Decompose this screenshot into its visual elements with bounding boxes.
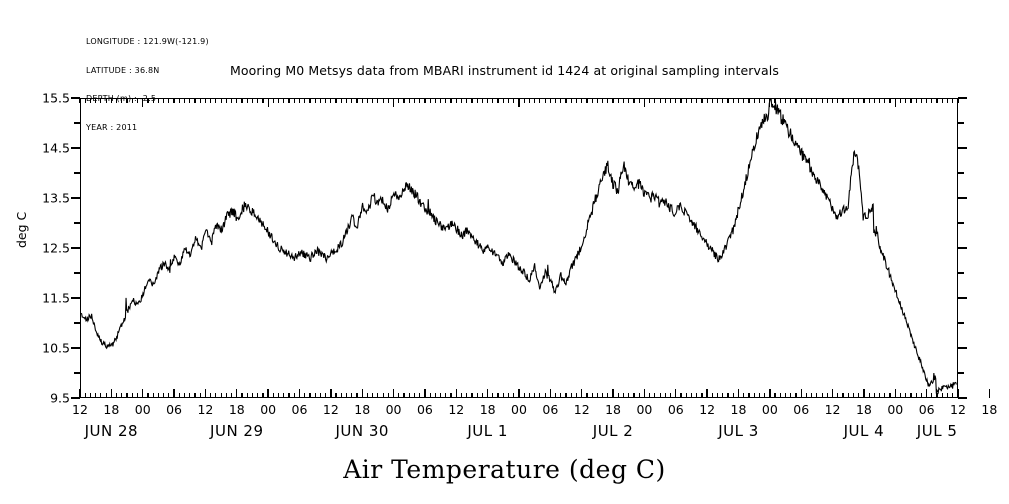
ytick-minor [958,372,964,374]
ytick-major [71,97,80,99]
x-tick-label: 00 [761,402,778,417]
x-tick-label: 12 [573,402,590,417]
x-date-label: JUN 29 [210,422,264,440]
x-tick-label: 12 [824,402,841,417]
ytick-major [958,147,967,149]
x-tick-label: 06 [667,402,684,417]
y-tick-label: 12.5 [42,240,70,256]
ytick-major [958,347,967,349]
x-tick-label: 18 [730,402,747,417]
x-tick-label: 00 [134,402,151,417]
x-tick-label: 06 [542,402,559,417]
ytick-minor [958,122,964,124]
ytick-major [71,147,80,149]
x-tick-label: 18 [479,402,496,417]
ytick-major [958,247,967,249]
x-tick-label: 18 [855,402,872,417]
ytick-major [71,197,80,199]
x-tick-label: 00 [385,402,402,417]
y-tick-label: 11.5 [42,290,70,306]
x-tick-label: 00 [887,402,904,417]
x-date-label: JUN 28 [84,422,139,440]
x-tick-label: 18 [981,402,998,417]
ytick-minor [958,172,964,174]
x-tick-label: 18 [103,402,120,417]
y-axis-title: deg C [14,211,29,248]
y-tick-label: 10.5 [42,340,70,356]
x-tick-label: 00 [636,402,653,417]
metadata-year: YEAR : 2011 [86,122,138,132]
y-tick-label: 14.5 [42,140,70,156]
ytick-minor [958,222,964,224]
x-date-label: JUL 2 [592,422,634,440]
x-date-label: JUL 3 [718,422,759,440]
metadata-longitude: LONGITUDE : 121.9W(-121.9) [86,37,209,46]
x-date-label: JUL 5 [916,422,958,440]
x-tick-label: 12 [72,402,88,417]
x-tick-label: 06 [166,402,183,417]
data-curve [81,99,957,397]
ytick-major [71,347,80,349]
ytick-minor [958,322,964,324]
metadata-latitude: LATITUDE : 36.8N [86,65,160,75]
x-tick-label: 18 [228,402,245,417]
x-tick-label: 12 [322,402,339,417]
plot-area [80,98,958,398]
ytick-major [71,247,80,249]
x-axis-title: Air Temperature (deg C) [343,455,666,484]
ytick-major [958,297,967,299]
x-tick-label: 06 [793,402,810,417]
x-date-label: JUN 30 [335,422,389,440]
x-tick-label: 06 [918,402,935,417]
x-tick-label: 18 [354,402,371,417]
x-tick-label: 06 [291,402,308,417]
x-tick-label: 12 [197,402,214,417]
x-tick-label: 12 [448,402,465,417]
ytick-major [71,297,80,299]
x-tick-label: 12 [950,402,966,417]
y-tick-label: 9.5 [50,390,70,406]
chart-title: Mooring M0 Metsys data from MBARI instru… [230,63,779,78]
ytick-minor [958,272,964,274]
ytick-major [958,397,967,399]
x-tick-label: 18 [605,402,622,417]
x-tick-label: 12 [699,402,716,417]
ytick-major [71,397,80,399]
x-tick-label: 06 [416,402,433,417]
xtick-major [988,389,991,398]
x-date-label: JUL 4 [843,422,885,440]
x-tick-label: 00 [511,402,527,417]
y-tick-label: 13.5 [42,190,70,206]
y-tick-label: 15.5 [42,90,70,106]
x-date-label: JUL 1 [467,422,508,440]
ytick-major [958,197,967,199]
x-tick-label: 00 [260,402,277,417]
ytick-major [958,97,967,99]
